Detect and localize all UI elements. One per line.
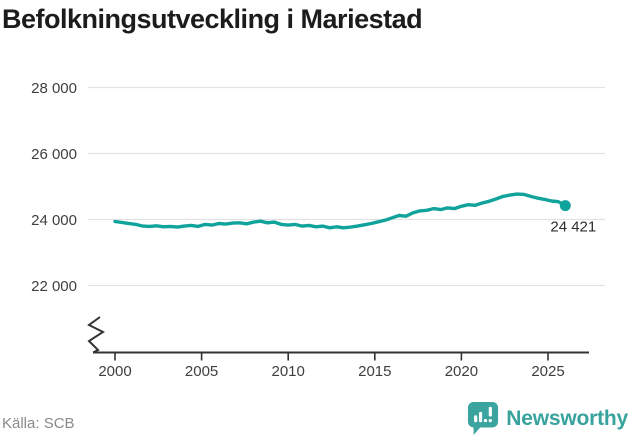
source-label: Källa: SCB	[2, 415, 75, 432]
axis-break-icon	[87, 316, 106, 354]
y-axis-tick-label: 22 000	[31, 278, 77, 295]
y-axis-tick-label: 26 000	[31, 146, 77, 163]
latest-value-label: 24 421	[550, 219, 596, 236]
brand-name: Newsworthy	[506, 406, 628, 430]
x-axis-tick-label: 2025	[531, 363, 564, 380]
newsworthy-badge-icon	[468, 402, 499, 435]
y-axis-tick-label: 24 000	[31, 212, 77, 229]
latest-value-marker	[559, 200, 571, 212]
y-axis-tick-label: 28 000	[31, 80, 77, 97]
chart-svg: 22 000 24 000 26 000 28 000 2000 2005 2010 2015…	[31, 80, 605, 380]
x-axis-tick-label: 2015	[358, 363, 391, 380]
x-axis-tick-label: 2010	[272, 363, 305, 380]
x-axis-tick-label: 2000	[98, 363, 131, 380]
newsworthy-logo: Newsworthy	[467, 401, 628, 436]
x-axis-tick-label: 2005	[185, 363, 218, 380]
population-line-chart: 22 000 24 000 26 000 28 000 2000 2005 2010 2015…	[31, 80, 605, 380]
page-title: Befolkningsutveckling i Mariestad	[2, 4, 423, 34]
x-axis-tick-label: 2020	[445, 363, 478, 380]
footer: Källa: SCB Newsworthy	[0, 399, 631, 439]
population-series-line	[113, 192, 567, 230]
